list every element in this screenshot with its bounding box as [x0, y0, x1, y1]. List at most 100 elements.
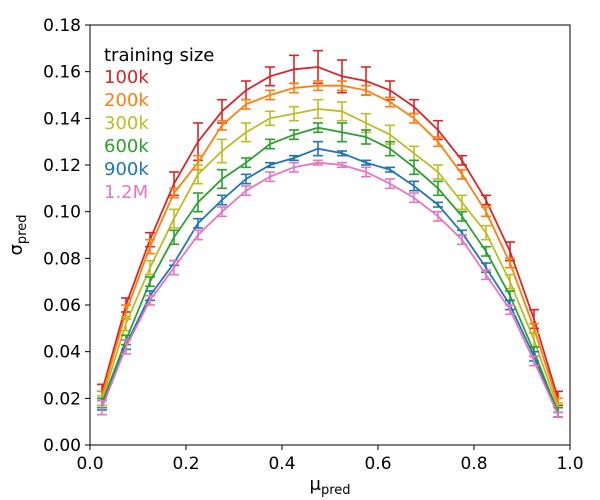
error-bar	[241, 80, 251, 101]
error-bar	[457, 154, 467, 166]
x-tick-label: 0.6	[364, 454, 391, 474]
error-bar	[433, 210, 443, 222]
error-bar	[505, 257, 515, 269]
error-bar	[313, 98, 323, 120]
y-tick-label: 0.12	[43, 156, 81, 176]
error-bar	[289, 129, 299, 141]
error-bar	[289, 154, 299, 162]
legend-entry-100k: 100k	[104, 67, 149, 88]
error-bar	[457, 234, 467, 246]
error-bar	[313, 80, 323, 92]
series-layer	[97, 49, 563, 418]
error-bar	[481, 269, 491, 281]
series-line	[101, 147, 559, 416]
error-bar	[289, 105, 299, 122]
error-bar	[337, 101, 347, 122]
error-bar	[289, 82, 299, 94]
legend-entry-900k: 900k	[104, 159, 149, 180]
error-bar	[217, 98, 227, 124]
x-tick-label: 0.4	[268, 454, 295, 474]
error-bar	[361, 166, 371, 178]
error-bar	[193, 192, 203, 213]
error-bar	[217, 168, 227, 190]
series-600k	[97, 122, 563, 418]
y-tick-label: 0.02	[43, 389, 81, 409]
error-bar	[385, 178, 395, 190]
error-bar	[217, 119, 227, 131]
error-bar	[169, 187, 179, 199]
error-bar	[409, 145, 419, 162]
error-bar	[433, 136, 443, 148]
error-bar	[169, 259, 179, 276]
error-bar	[433, 201, 443, 208]
y-tick-label: 0.18	[43, 16, 81, 36]
legend-entry-1.2M: 1.2M	[104, 182, 148, 203]
error-bar	[529, 355, 539, 367]
series-1.2M	[97, 159, 563, 418]
y-tick-label: 0.06	[43, 296, 81, 316]
error-bar	[361, 129, 371, 145]
error-bar	[481, 245, 491, 257]
error-bar	[193, 217, 203, 229]
y-axis-label: σpred	[6, 215, 30, 256]
legend-entry-600k: 600k	[104, 136, 149, 157]
x-tick-label: 0.2	[172, 454, 199, 474]
error-bar	[481, 206, 491, 218]
series-line	[101, 66, 559, 399]
error-bar	[385, 96, 395, 108]
series-line	[101, 161, 559, 416]
y-tick-label: 0.10	[43, 203, 81, 223]
error-bar	[313, 140, 323, 157]
error-bar	[385, 166, 395, 173]
y-tick-label: 0.14	[43, 109, 81, 129]
error-bar	[289, 161, 299, 173]
error-bar	[409, 159, 419, 176]
error-bar	[265, 66, 275, 87]
error-bar	[265, 171, 275, 183]
legend-title: training size	[104, 45, 214, 66]
error-bar	[457, 168, 467, 180]
error-bar	[337, 150, 347, 157]
error-bar	[145, 259, 155, 276]
error-bar	[553, 411, 563, 418]
series-line	[101, 126, 559, 413]
legend-entry-300k: 300k	[104, 113, 149, 134]
series-line	[101, 108, 559, 409]
error-bar	[265, 161, 275, 169]
error-bar	[409, 98, 419, 115]
error-bar	[169, 229, 179, 246]
error-bar	[457, 194, 467, 211]
error-bar	[505, 304, 515, 316]
error-bar	[409, 180, 419, 192]
error-bar	[193, 229, 203, 241]
error-bar	[361, 159, 371, 166]
series-900k	[97, 140, 563, 418]
error-bar	[121, 339, 131, 355]
error-bar	[385, 140, 395, 157]
error-bar	[337, 161, 347, 169]
x-tick-label: 0.8	[460, 454, 487, 474]
series-300k	[97, 98, 563, 414]
y-tick-label: 0.16	[43, 63, 81, 83]
error-bar	[481, 194, 491, 206]
error-bar	[193, 122, 203, 162]
error-bar	[241, 185, 251, 197]
error-bar	[145, 294, 155, 306]
x-axis: 0.0 0.2 0.4 0.6 0.8 1.0	[76, 445, 584, 474]
error-bar	[457, 210, 467, 222]
error-bar	[337, 122, 347, 143]
y-tick-label: 0.00	[43, 436, 81, 456]
error-bar	[241, 122, 251, 143]
error-bar	[217, 206, 227, 218]
error-bar	[313, 159, 323, 166]
error-bar	[337, 80, 347, 92]
error-bar	[145, 276, 155, 288]
error-bar	[193, 164, 203, 185]
x-axis-label: μpred	[309, 474, 350, 498]
error-bar	[97, 399, 107, 416]
error-bar	[241, 98, 251, 110]
plot-frame	[89, 24, 571, 446]
error-bar	[217, 194, 227, 206]
